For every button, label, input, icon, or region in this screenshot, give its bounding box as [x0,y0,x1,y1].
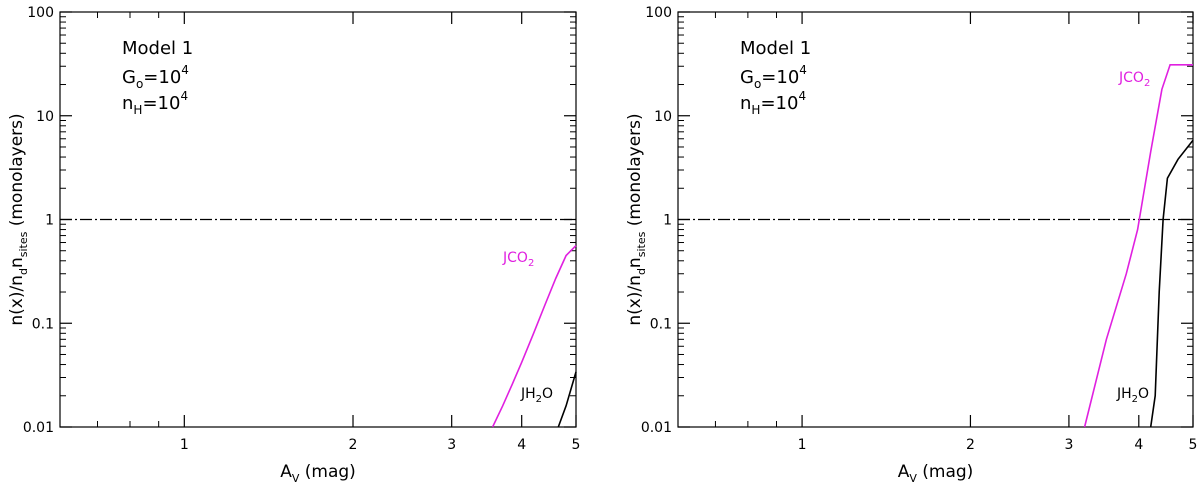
x-tick-label: 2 [966,437,975,453]
y-tick-label: 0.1 [650,316,672,332]
go-annotation: Go=104 [740,63,807,91]
series-line-jco2 [491,245,577,428]
y-tick-label: 100 [645,5,672,21]
y-tick-label: 0.1 [32,316,54,332]
x-axis-label: AV (mag) [898,462,974,483]
plot-frame [59,11,577,428]
series-label-jh2o: JH2O [1116,386,1149,405]
nh-annotation: nH=104 [122,89,188,117]
x-tick-label: 5 [572,437,581,453]
y-tick-label: 100 [27,5,54,21]
y-tick-label: 1 [45,213,54,229]
y-tick-label: 10 [654,109,672,125]
x-tick-label: 1 [180,437,189,453]
x-tick-label: 2 [349,437,358,453]
y-tick-label: 10 [36,109,54,125]
x-tick-label: 3 [1064,437,1073,453]
model-annotation: Model 1 [740,38,811,59]
series-line-jh2o [557,371,577,428]
x-tick-label: 1 [798,437,807,453]
series-label-jh2o: JH2O [520,386,553,405]
y-tick-label: 1 [663,213,672,229]
x-tick-label: 4 [517,437,526,453]
plot-frame [677,11,1194,428]
series-line-jh2o [1149,139,1194,428]
x-tick-label: 5 [1189,437,1198,453]
y-tick-label: 0.01 [23,420,54,436]
x-tick-label: 4 [1134,437,1143,453]
x-tick-label: 3 [447,437,456,453]
y-tick-label: 0.01 [641,420,672,436]
series-line-jco2 [1083,64,1193,428]
y-axis-label: n(x)/ndnsites (monolayers) [625,113,648,325]
nh-annotation: nH=104 [740,89,806,117]
series-label-jco2: JCO2 [502,250,534,269]
model-annotation: Model 1 [122,38,193,59]
y-axis-label: n(x)/ndnsites (monolayers) [7,113,30,325]
go-annotation: Go=104 [122,63,189,91]
series-label-jco2: JCO2 [1118,70,1150,89]
x-axis-label: AV (mag) [280,462,356,483]
